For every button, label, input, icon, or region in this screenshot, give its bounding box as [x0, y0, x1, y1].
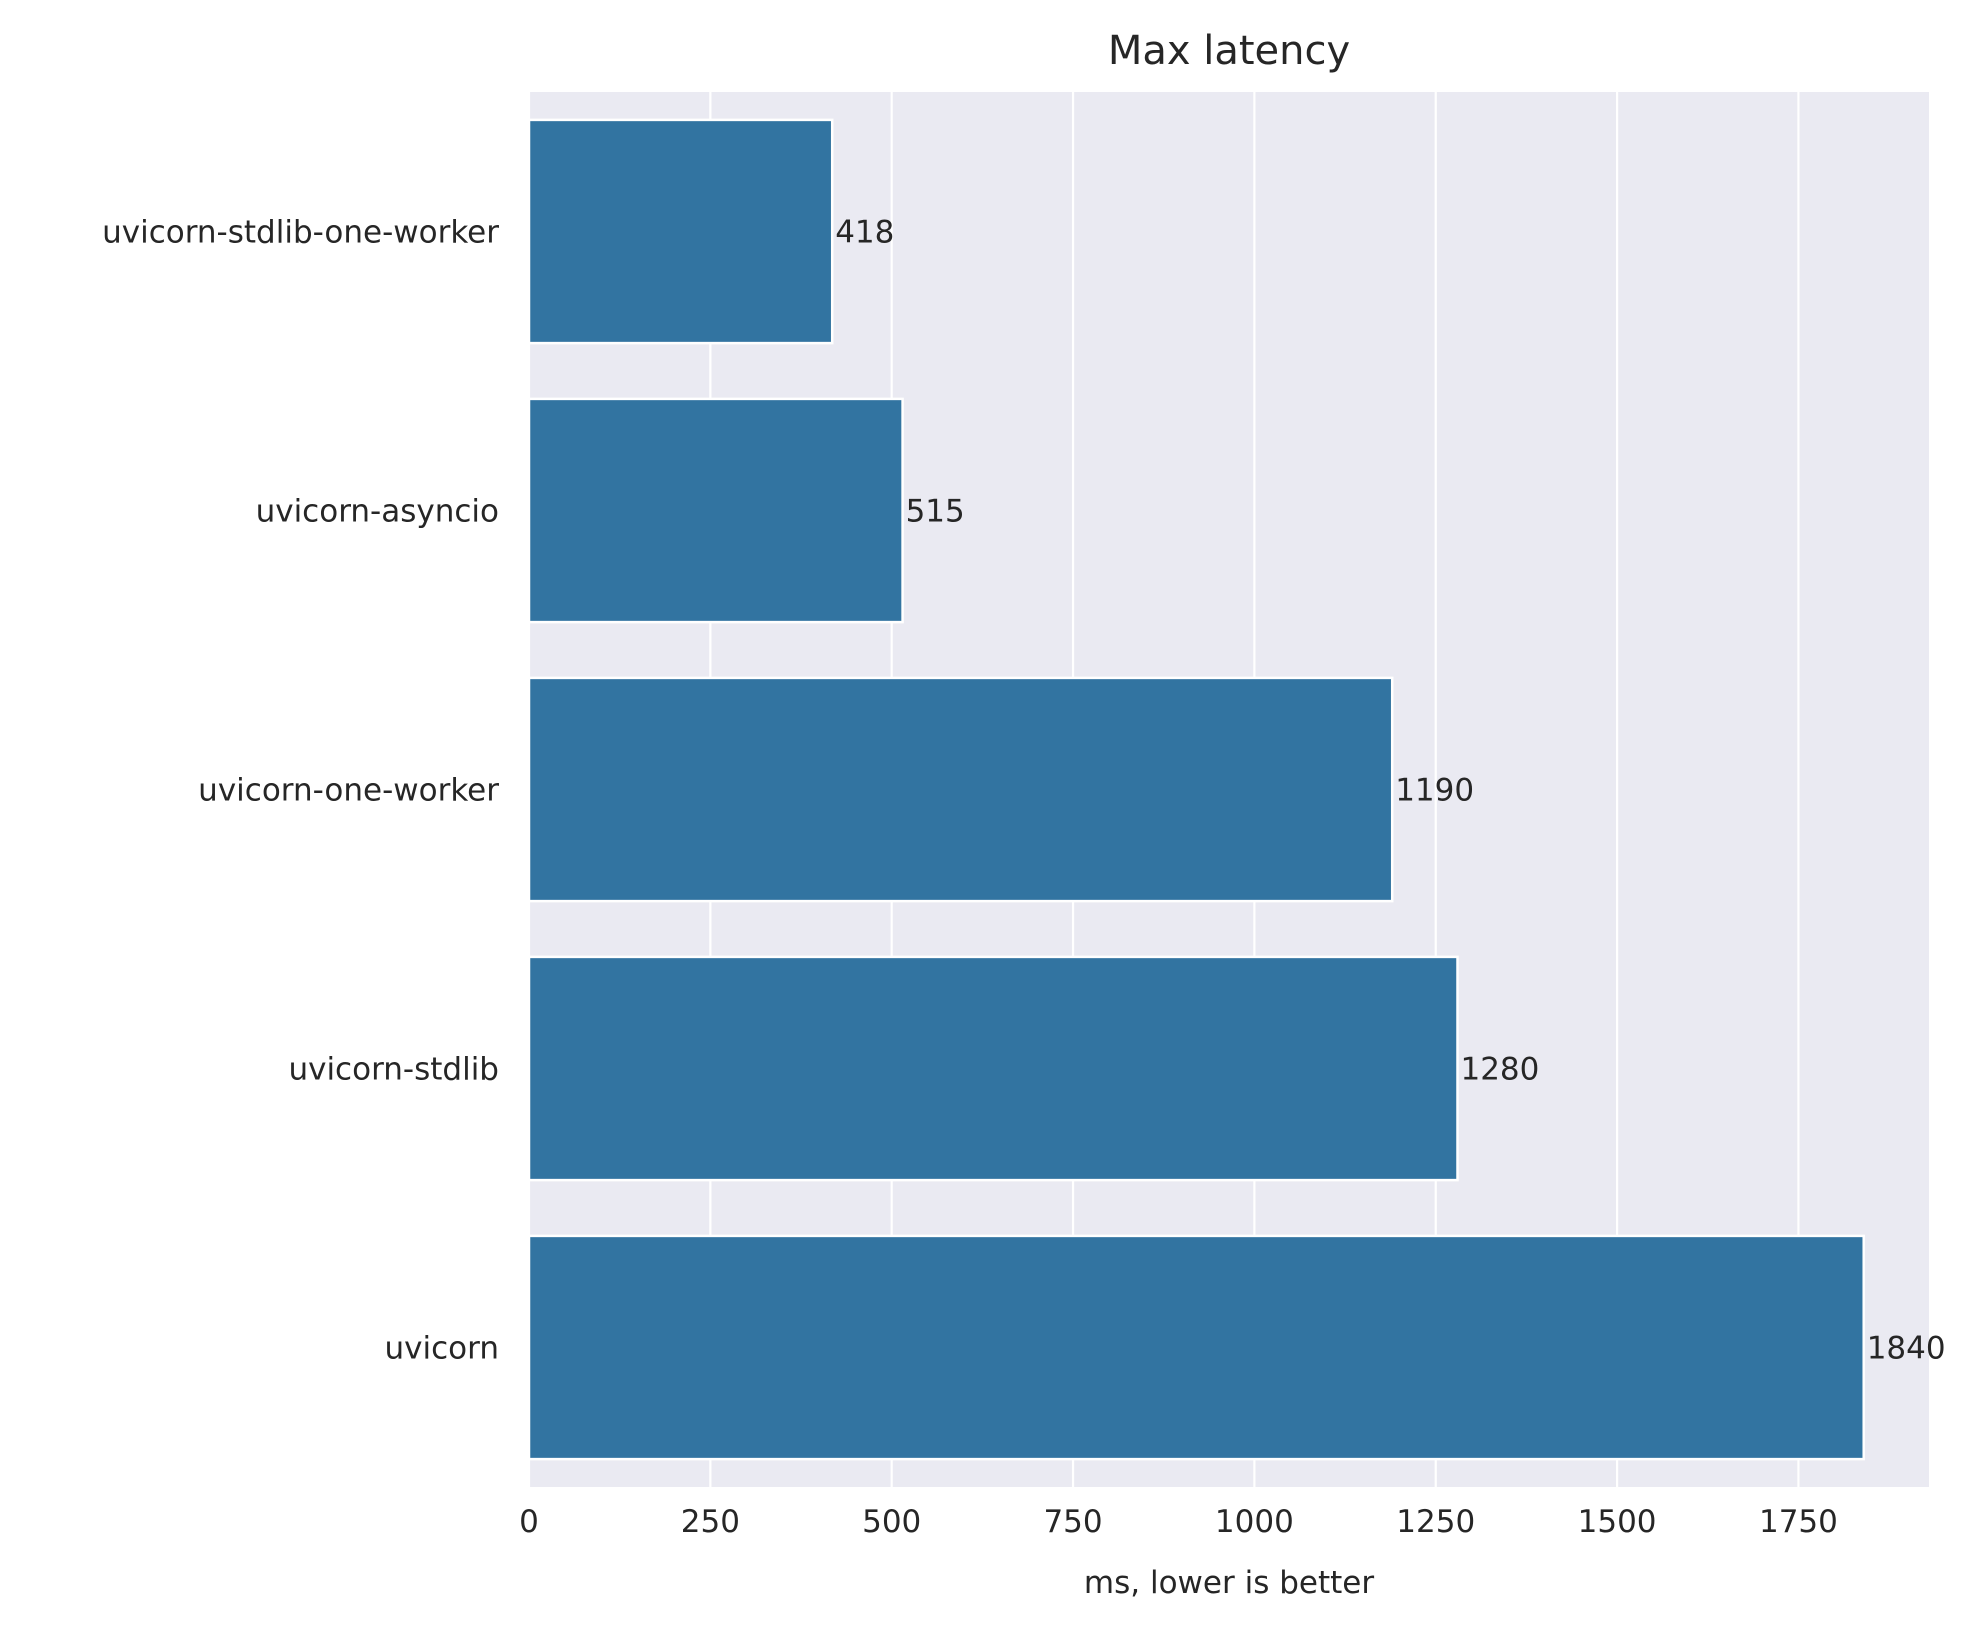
x-tick-label: 1500	[1578, 1504, 1657, 1540]
x-tick-label: 1250	[1396, 1504, 1475, 1540]
category-labels: uvicorn-stdlib-one-worker uvicorn-asyncio…	[102, 215, 499, 1367]
x-tick-labels: 0 250 500 750 1000 1250 1500 1750	[519, 1504, 1838, 1540]
x-tick-label: 1750	[1759, 1504, 1838, 1540]
x-tick-label: 250	[681, 1504, 740, 1540]
chart-title: Max latency	[1108, 28, 1350, 74]
x-tick-label: 1000	[1215, 1504, 1294, 1540]
bar-uvicorn-asyncio	[527, 397, 904, 624]
value-labels: 418 515 1190 1280 1840	[835, 215, 1945, 1367]
bars	[527, 118, 1865, 1461]
value-label: 515	[906, 494, 965, 530]
bar-uvicorn-stdlib-one-worker	[527, 118, 834, 345]
value-label: 1840	[1867, 1331, 1946, 1367]
bar-uvicorn	[527, 1234, 1865, 1461]
category-label: uvicorn-stdlib-one-worker	[102, 215, 499, 251]
value-label: 1280	[1460, 1052, 1539, 1088]
x-axis-label: ms, lower is better	[1084, 1565, 1374, 1601]
category-label: uvicorn-asyncio	[256, 494, 499, 530]
value-label: 1190	[1395, 773, 1474, 809]
bar-uvicorn-stdlib	[527, 955, 1459, 1182]
category-label: uvicorn	[385, 1331, 499, 1367]
category-label: uvicorn-one-worker	[198, 773, 499, 809]
x-tick-label: 500	[862, 1504, 921, 1540]
x-tick-label: 750	[1043, 1504, 1102, 1540]
value-label: 418	[835, 215, 894, 251]
x-tick-label: 0	[519, 1504, 539, 1540]
category-label: uvicorn-stdlib	[288, 1052, 499, 1088]
bar-uvicorn-one-worker	[527, 676, 1394, 903]
